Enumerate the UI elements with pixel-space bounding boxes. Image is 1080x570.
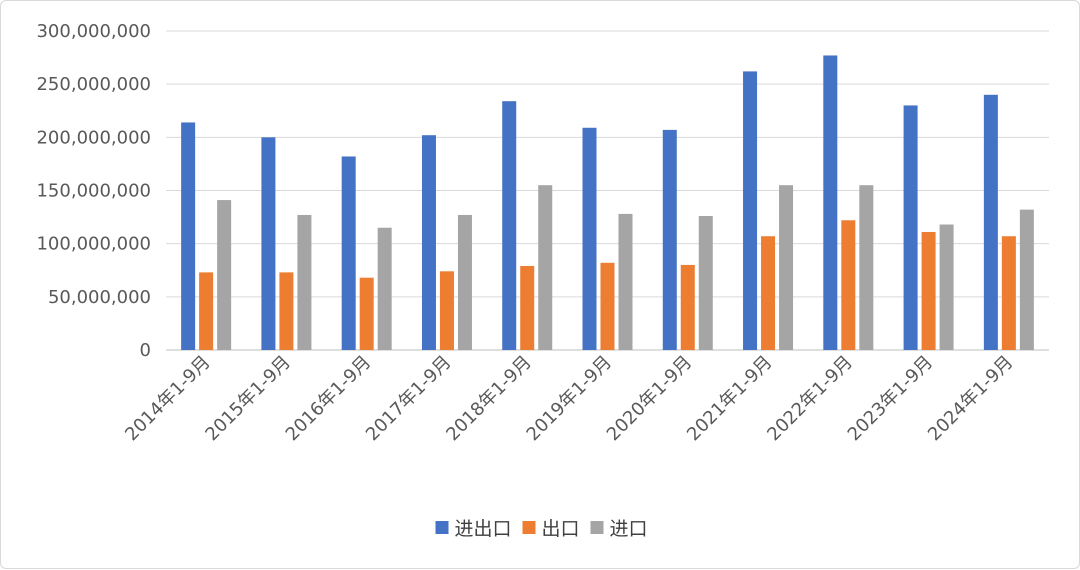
y-tick-label: 50,000,000 — [48, 287, 151, 308]
bar-1-3 — [439, 271, 454, 350]
bar-0-3 — [421, 135, 436, 350]
x-tick-label: 2014年1-9月 — [121, 352, 214, 445]
bar-2-1 — [297, 214, 312, 350]
bar-1-10 — [1001, 236, 1016, 350]
bar-0-8 — [823, 55, 838, 350]
bar-2-10 — [1019, 209, 1034, 350]
bar-2-2 — [377, 227, 392, 350]
y-axis-tick-labels: 0 50,000,000 100,000,000 150,000,000 200,000… — [36, 21, 151, 361]
y-tick-label: 300,000,000 — [36, 21, 151, 42]
x-tick-label: 2017年1-9月 — [362, 352, 455, 445]
bar-0-1 — [261, 137, 276, 350]
bars — [181, 55, 1034, 351]
bar-2-5 — [618, 213, 633, 350]
legend: 进出口 出口 进口 — [435, 518, 648, 540]
bar-2-4 — [538, 185, 553, 350]
bar-1-0 — [199, 272, 214, 350]
bar-2-6 — [698, 216, 713, 350]
y-tick-label: 200,000,000 — [36, 127, 151, 148]
x-tick-label: 2024年1-9月 — [924, 352, 1017, 445]
bar-2-0 — [217, 200, 232, 350]
bar-1-7 — [761, 236, 776, 350]
legend-label-2: 进口 — [610, 518, 648, 540]
x-axis-tick-labels: 2014年1-9月2015年1-9月2016年1-9月2017年1-9月2018… — [121, 352, 1017, 445]
x-tick-label: 2019年1-9月 — [523, 352, 616, 445]
bar-0-0 — [181, 122, 196, 351]
bar-0-10 — [983, 94, 998, 350]
legend-swatch-1 — [522, 521, 536, 534]
y-tick-label: 0 — [140, 340, 151, 361]
x-tick-label: 2020年1-9月 — [603, 352, 696, 445]
x-tick-label: 2016年1-9月 — [282, 352, 375, 445]
bar-0-6 — [662, 129, 677, 350]
bar-0-4 — [502, 101, 517, 351]
x-tick-label: 2023年1-9月 — [844, 352, 937, 445]
bar-0-7 — [743, 71, 758, 350]
bar-1-1 — [279, 272, 294, 350]
y-tick-label: 100,000,000 — [36, 234, 151, 255]
legend-label-0: 进出口 — [455, 518, 512, 540]
y-tick-label: 150,000,000 — [36, 181, 151, 202]
legend-swatch-2 — [590, 521, 604, 534]
bar-0-9 — [903, 105, 918, 350]
bar-1-8 — [841, 220, 856, 350]
bar-1-5 — [600, 262, 615, 350]
gridlines — [166, 30, 1049, 351]
y-tick-label: 250,000,000 — [36, 74, 151, 95]
bar-1-4 — [520, 265, 535, 350]
bar-2-8 — [859, 185, 874, 350]
bar-1-6 — [680, 264, 695, 350]
x-tick-label: 2018年1-9月 — [442, 352, 535, 445]
x-tick-label: 2015年1-9月 — [201, 352, 294, 445]
bar-0-2 — [341, 156, 356, 350]
bar-1-9 — [921, 231, 936, 350]
bar-0-5 — [582, 127, 597, 350]
legend-label-1: 出口 — [542, 518, 580, 540]
legend-swatch-0 — [435, 521, 449, 534]
bar-2-3 — [457, 214, 472, 350]
x-tick-label: 2022年1-9月 — [763, 352, 856, 445]
bar-2-7 — [779, 185, 794, 350]
x-tick-label: 2021年1-9月 — [683, 352, 776, 445]
bar-2-9 — [939, 224, 954, 350]
bar-1-2 — [359, 277, 374, 350]
